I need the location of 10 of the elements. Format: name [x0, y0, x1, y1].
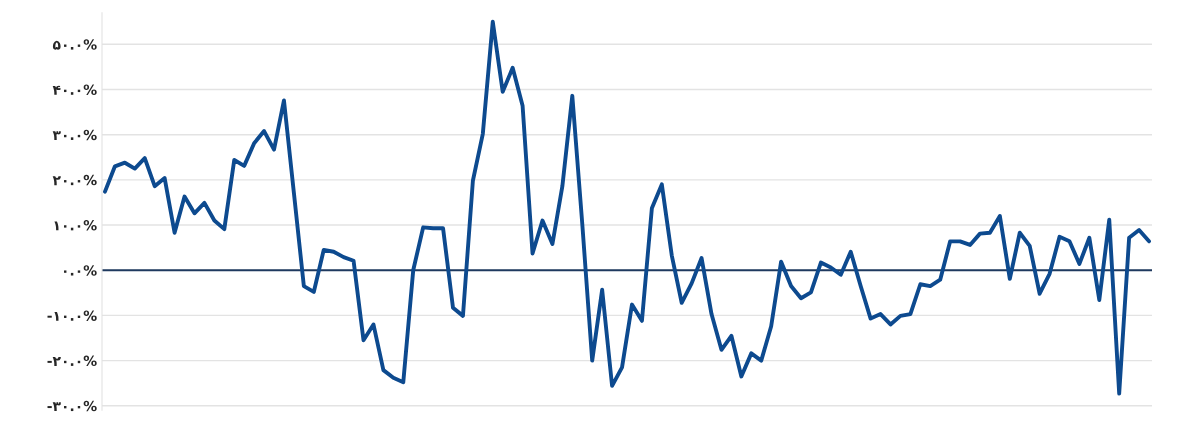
- y-tick-label: ۰.۰%: [64, 265, 97, 276]
- y-tick-label: ۴۰.۰%: [52, 84, 97, 95]
- y-tick-label: -۳۰.۰%: [47, 400, 97, 412]
- y-tick-label: -۱۰.۰%: [47, 310, 97, 321]
- line-series: [103, 19, 1151, 396]
- y-tick-label: ۲۰.۰%: [52, 174, 97, 186]
- y-tick-label: ۱۰.۰%: [54, 220, 97, 231]
- y-tick-label: -۲۰.۰%: [47, 355, 97, 367]
- y-tick-label: ۵۰.۰%: [52, 39, 97, 50]
- y-tick-label: ۳۰.۰%: [52, 129, 97, 141]
